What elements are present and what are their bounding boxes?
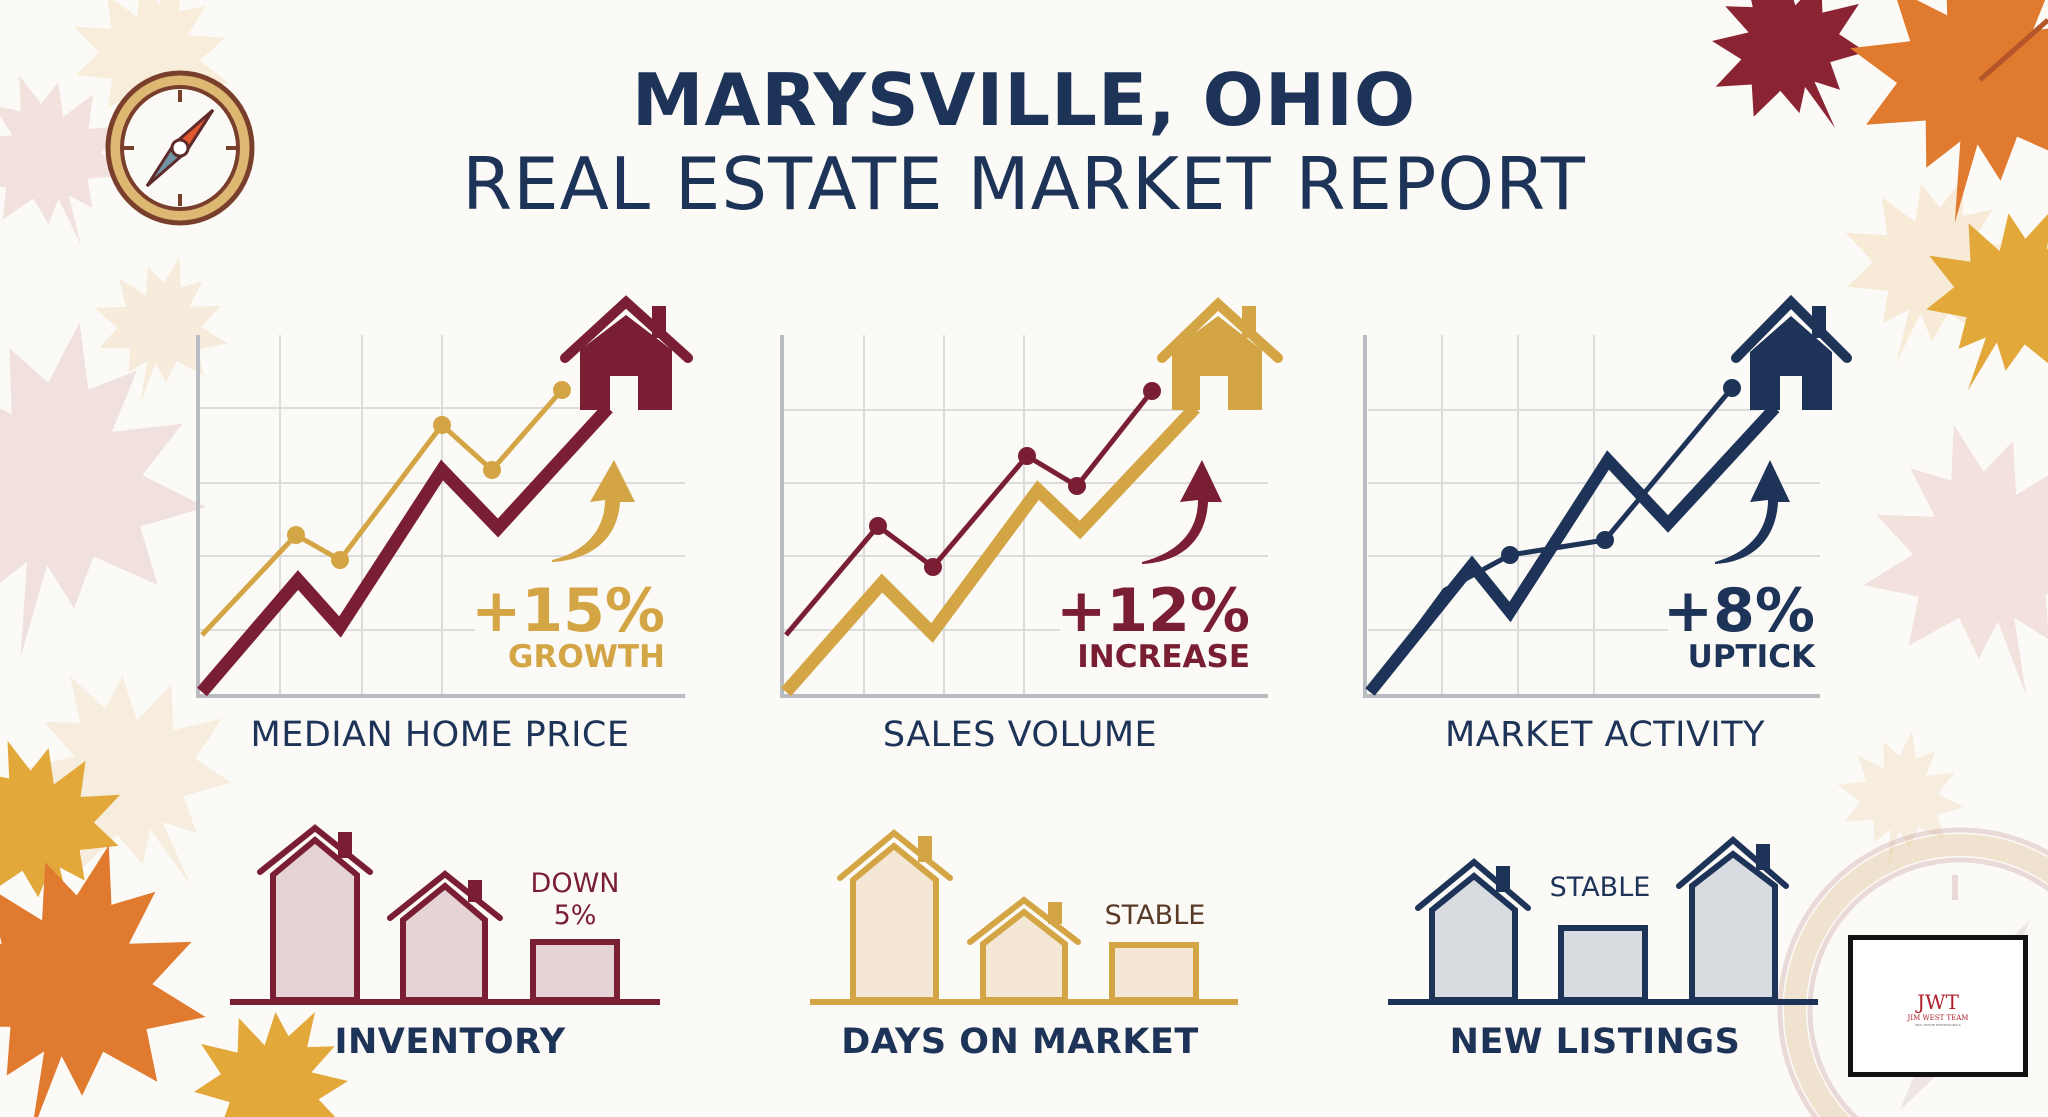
secondary-series-line — [200, 388, 564, 637]
sales-volume-chart — [780, 297, 1283, 698]
stat-value: +8% — [1662, 576, 1815, 646]
trend-panel-sales-volume: +12% INCREASE SALES VOLUME — [770, 290, 1290, 770]
market-activity-chart — [1363, 294, 1852, 698]
medium-house-icon — [400, 882, 488, 1003]
stat-value: +12% — [1056, 576, 1250, 646]
page-title: MARYSVILLE, OHIO — [631, 58, 1417, 142]
curved-up-arrow-icon — [1715, 460, 1790, 564]
large-house-icon — [270, 836, 360, 1003]
status-note-value: 5% — [553, 900, 597, 931]
chart-label: SALES VOLUME — [882, 715, 1158, 755]
house-icon — [1731, 294, 1852, 410]
house-icon — [560, 295, 693, 410]
compass-icon — [100, 68, 260, 228]
house-icon — [1157, 297, 1283, 410]
status-panel-new-listings: STABLE NEW LISTINGS — [1370, 820, 1820, 1080]
logo-mark: JWT — [1917, 990, 1959, 1014]
company-logo: JWT JIM WEST TEAM REAL ESTATE PROFESSION… — [1848, 935, 2028, 1077]
logo-name: JIM WEST TEAM — [1907, 1014, 1969, 1022]
small-box-icon — [530, 939, 620, 1003]
curved-up-arrow-icon — [552, 460, 635, 562]
trend-panel-median-home-price: +15% GROWTH MEDIAN HOME PRICE — [190, 290, 710, 770]
new-listings-houses-illustration — [1388, 836, 1818, 1005]
primary-series-line — [197, 403, 613, 697]
large-house-icon — [850, 842, 939, 1003]
curved-up-arrow-icon — [1142, 460, 1222, 564]
status-note: STABLE — [1104, 900, 1206, 931]
inventory-houses-illustration — [230, 824, 660, 1005]
stat-text: GROWTH — [508, 639, 665, 675]
stat-text: INCREASE — [1077, 639, 1250, 675]
status-note: STABLE — [1549, 872, 1651, 903]
primary-series-line — [781, 403, 1200, 697]
chart-label: MEDIAN HOME PRICE — [250, 715, 630, 755]
status-label: NEW LISTINGS — [1449, 1022, 1741, 1062]
right-house-icon — [1689, 850, 1778, 1003]
trend-panel-market-activity: +8% UPTICK MARKET ACTIVITY — [1350, 290, 1910, 770]
status-panel-inventory: DOWN 5% INVENTORY — [220, 820, 680, 1080]
chart-label: MARKET ACTIVITY — [1444, 715, 1766, 755]
status-panel-days-on-market: STABLE DAYS ON MARKET — [790, 820, 1250, 1080]
stat-value: +15% — [471, 576, 665, 646]
secondary-series-line — [784, 389, 1154, 637]
small-box-icon — [1109, 942, 1199, 1003]
status-note: DOWN — [530, 868, 620, 899]
middle-box-icon — [1558, 925, 1648, 1003]
left-house-icon — [1429, 872, 1518, 1003]
days-on-market-houses-illustration — [810, 829, 1238, 1005]
status-label: INVENTORY — [334, 1022, 566, 1062]
primary-series-line — [1365, 403, 1780, 696]
page-subtitle: REAL ESTATE MARKET REPORT — [462, 142, 1586, 226]
median-home-price-chart — [196, 295, 693, 698]
logo-tagline: REAL ESTATE PROFESSIONALS — [1915, 1023, 1961, 1027]
stat-text: UPTICK — [1687, 639, 1815, 675]
status-label: DAYS ON MARKET — [841, 1022, 1199, 1062]
